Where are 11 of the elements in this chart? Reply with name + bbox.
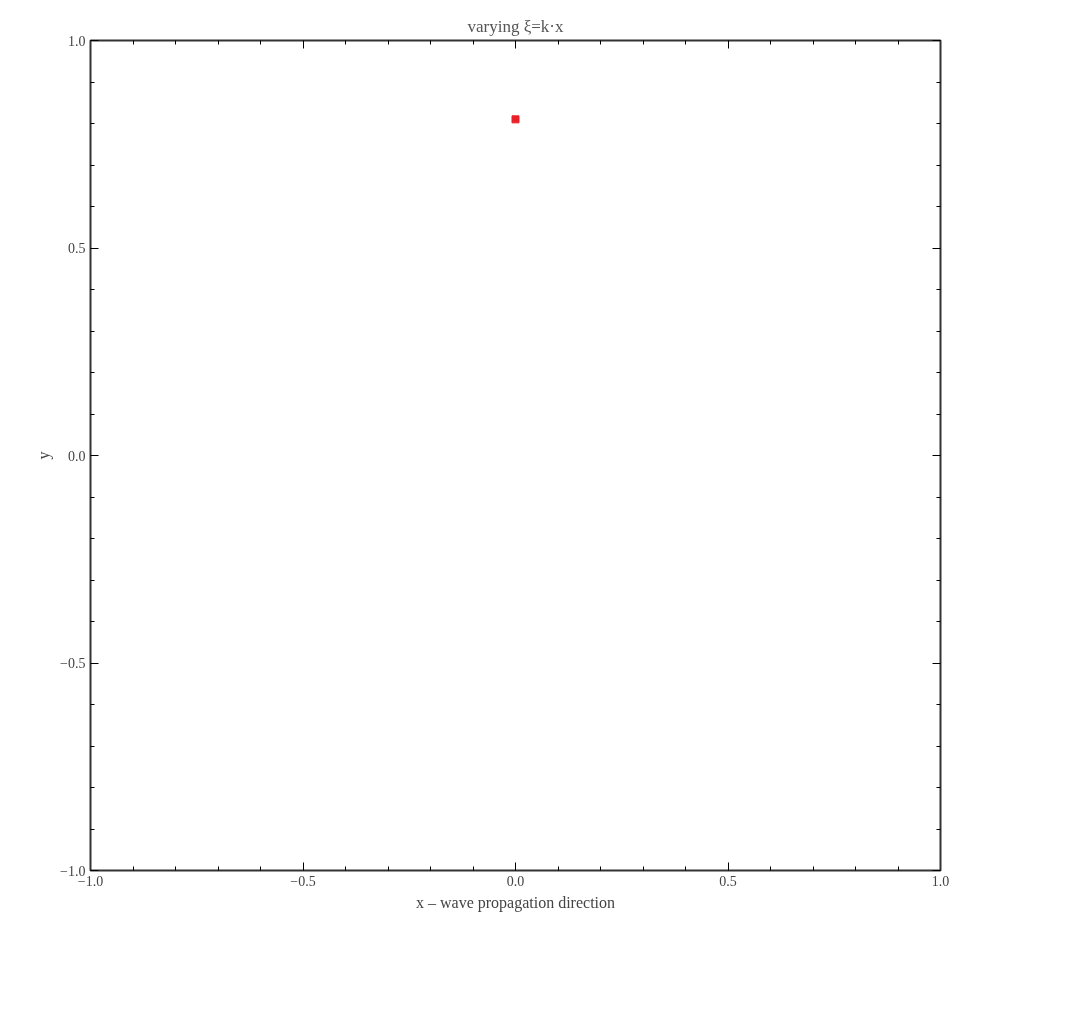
y-tick-label: −0.5 (60, 656, 86, 671)
y-axis-title: y (35, 451, 54, 460)
chart-title: varying ξ=k·x (467, 16, 564, 36)
y-tick-label: 0.5 (68, 241, 86, 256)
x-tick-label: 0.0 (506, 873, 525, 889)
x-tick-label: −0.5 (290, 873, 316, 889)
y-tick-label: 1.0 (68, 33, 86, 49)
x-axis-title: x – wave propagation direction (415, 893, 616, 912)
y-tick-label: 0.0 (68, 448, 86, 464)
x-tick-label: 0.5 (719, 873, 737, 889)
x-tick-label: 1.0 (931, 873, 950, 889)
